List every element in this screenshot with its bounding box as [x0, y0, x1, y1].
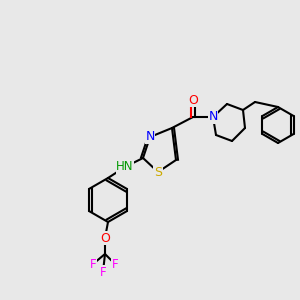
- Text: S: S: [154, 166, 162, 178]
- Text: F: F: [112, 257, 118, 271]
- Text: O: O: [188, 94, 198, 106]
- Text: N: N: [208, 110, 218, 124]
- Text: HN: HN: [116, 160, 134, 173]
- Text: F: F: [100, 266, 106, 278]
- Text: N: N: [145, 130, 155, 143]
- Text: F: F: [90, 257, 96, 271]
- Text: O: O: [100, 232, 110, 244]
